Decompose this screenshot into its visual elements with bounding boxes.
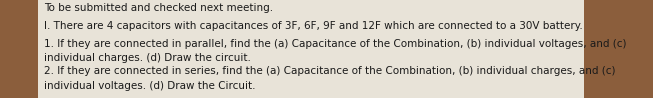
Text: I. There are 4 capacitors with capacitances of 3F, 6F, 9F and 12F which are conn: I. There are 4 capacitors with capacitan… [44, 21, 583, 31]
FancyBboxPatch shape [38, 0, 584, 98]
Text: To be submitted and checked next meeting.: To be submitted and checked next meeting… [44, 3, 274, 13]
Text: individual charges. (d) Draw the circuit.: individual charges. (d) Draw the circuit… [44, 53, 251, 63]
Text: 2. If they are connected in series, find the (a) Capacitance of the Combination,: 2. If they are connected in series, find… [44, 66, 616, 76]
Text: individual voltages. (d) Draw the Circuit.: individual voltages. (d) Draw the Circui… [44, 81, 256, 91]
Text: 1. If they are connected in parallel, find the (a) Capacitance of the Combinatio: 1. If they are connected in parallel, fi… [44, 39, 627, 49]
